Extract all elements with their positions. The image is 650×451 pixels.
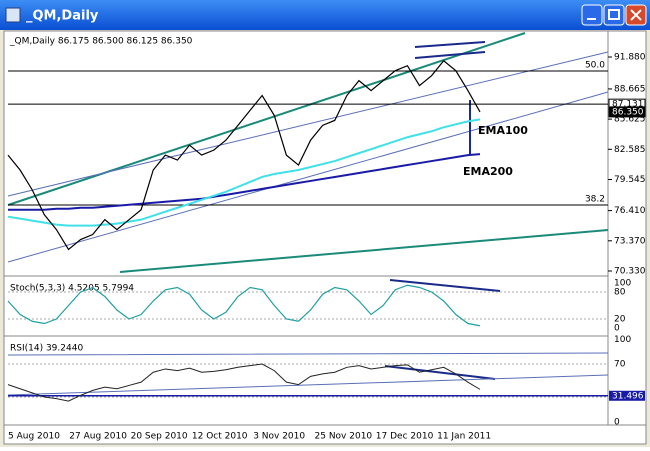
rsi-tick-label: 0 <box>614 417 620 427</box>
stoch-tick-label: 80 <box>614 288 626 298</box>
stoch-line <box>7 284 481 327</box>
date-label: 12 Oct 2010 <box>192 432 248 442</box>
trend-line <box>7 32 526 206</box>
minimize-button[interactable] <box>581 4 603 26</box>
rsi-header: RSI(14) 39.2440 <box>10 344 83 354</box>
channel-line <box>7 51 609 197</box>
date-label: 11 Jan 2011 <box>437 432 491 442</box>
maximize-button[interactable] <box>603 4 625 26</box>
price-box-label: 87.131 <box>612 100 644 110</box>
fib-label: 38.2 <box>585 194 605 204</box>
price-tick-label: 82.585 <box>614 145 646 155</box>
divergence-line <box>389 279 501 292</box>
rsi-line <box>7 363 481 402</box>
date-label: 20 Sep 2010 <box>131 432 188 442</box>
rsi-tick-label: 100 <box>614 335 631 345</box>
rsi-channel <box>7 352 609 396</box>
rsi-tick-label: 70 <box>614 360 626 370</box>
price-tick-label: 85.625 <box>614 115 646 125</box>
annotation: EMA200 <box>463 165 513 178</box>
main-header: _QM,Daily 86.175 86.500 86.125 86.350 <box>9 37 193 47</box>
rsi-box <box>609 390 645 401</box>
window-icon <box>5 7 21 23</box>
close-icon <box>630 9 642 21</box>
stoch-tick-label: 20 <box>614 315 626 325</box>
stoch-tick-label: 100 <box>614 279 631 289</box>
stoch-header: Stoch(5,3,3) 4.5205 5.7994 <box>10 284 134 294</box>
fib-label: 50.0 <box>585 61 605 71</box>
ema100-line <box>7 118 481 227</box>
channel-line <box>7 91 609 263</box>
date-label: 27 Aug 2010 <box>69 432 127 442</box>
price-tick-label: 91.880 <box>614 53 646 63</box>
price-tick-label: 88.665 <box>614 84 646 94</box>
title-bar <box>0 0 650 30</box>
chart-area <box>3 30 647 445</box>
date-label: 17 Dec 2010 <box>376 432 434 442</box>
price-line-series <box>7 59 481 251</box>
date-label: 5 Aug 2010 <box>8 432 60 442</box>
date-label: 3 Nov 2010 <box>253 432 305 442</box>
rsi-box-label: 31.496 <box>612 391 644 401</box>
price-tick-label: 70.330 <box>614 266 646 276</box>
stoch-tick-label: 0 <box>614 324 620 334</box>
price-tick-label: 73.370 <box>614 236 646 246</box>
maximize-icon <box>608 9 620 20</box>
date-label: 25 Nov 2010 <box>315 432 373 442</box>
price-box <box>608 106 646 118</box>
divergence-line <box>384 365 496 380</box>
wedge-line <box>414 41 486 59</box>
price-tick-label: 76.410 <box>614 206 646 216</box>
annotation: EMA100 <box>478 124 528 137</box>
price-box-label: 86.350 <box>612 107 644 117</box>
window-title: _QM,Daily <box>26 9 99 24</box>
ema200-line <box>8 153 481 211</box>
price-tick-label: 79.545 <box>614 175 646 185</box>
trend-line <box>119 229 609 273</box>
